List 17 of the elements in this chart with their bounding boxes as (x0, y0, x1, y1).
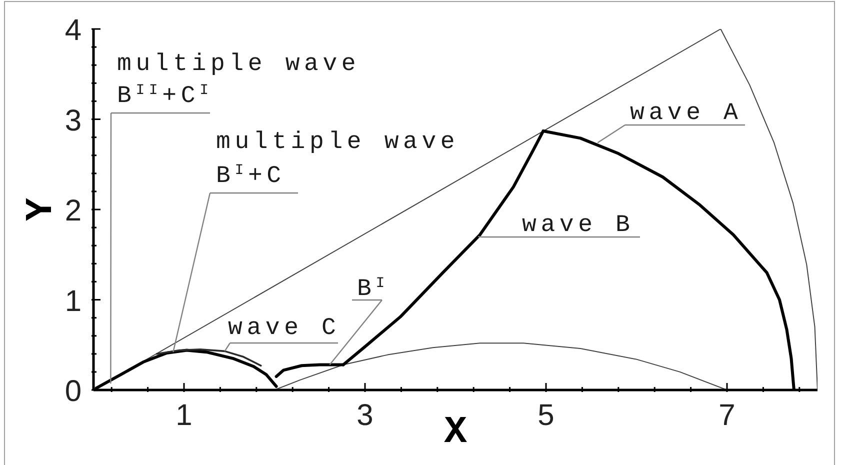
y-tick-label: 4 (64, 14, 82, 47)
x-axis-title: X (444, 411, 468, 454)
x-tick-label: 7 (718, 399, 736, 432)
y-tick-label: 1 (64, 284, 82, 318)
x-tick-label: 5 (538, 399, 554, 432)
x-tick-label: 1 (176, 399, 192, 432)
annotation: wave B (522, 212, 634, 239)
y-axis-title: Y (20, 198, 63, 221)
annotation: wave A (630, 100, 742, 127)
annotation: multiple wave B$^{I}$+C (216, 129, 460, 190)
annotation: B$^{I}$ (357, 276, 389, 303)
y-tick-label: 2 (64, 194, 82, 228)
annotation: multiple wave B$^{II}$+C$^{I}$ (117, 51, 360, 110)
annotation: wave C (228, 315, 340, 342)
y-tick-label: 0 (64, 375, 82, 408)
y-tick-label: 3 (64, 104, 82, 138)
x-tick-label: 3 (356, 399, 374, 432)
